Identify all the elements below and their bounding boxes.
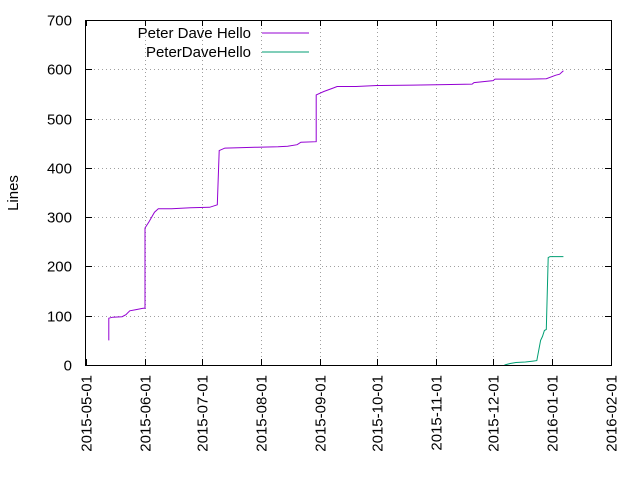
x-tick-label: 2015-11-01 [429, 375, 446, 451]
series-line-1 [108, 70, 564, 341]
x-tick-label: 2015-07-01 [195, 375, 212, 452]
legend: Peter Dave Hello PeterDaveHello [138, 25, 309, 61]
x-tick-label: 2015-08-01 [254, 375, 271, 452]
x-tick-label: 2015-09-01 [313, 375, 330, 452]
y-axis-ticks: 0 100 200 300 400 500 600 700 [47, 13, 611, 375]
x-tick-label: 2015-06-01 [138, 375, 155, 452]
x-tick-label: 2015-12-01 [486, 375, 503, 452]
grid-lines [86, 20, 611, 365]
y-tick-label: 700 [47, 13, 72, 30]
x-tick-label: 2015-05-01 [79, 375, 96, 452]
x-axis-ticks: 2015-05-01 2015-06-01 2015-07-01 2015-08-01… [79, 20, 621, 452]
y-tick-label: 300 [47, 210, 72, 227]
y-tick-label: 100 [47, 309, 72, 326]
series-lines [108, 70, 564, 366]
y-tick-label: 200 [47, 259, 72, 276]
plot-frame [85, 20, 612, 366]
x-tick-label: 2016-02-01 [604, 375, 621, 452]
y-tick-label: 400 [47, 161, 72, 178]
y-tick-label: 0 [64, 358, 72, 375]
x-tick-label: 2015-10-01 [370, 375, 387, 452]
legend-label: PeterDaveHello [146, 44, 251, 61]
series-line-2 [504, 256, 564, 366]
legend-label: Peter Dave Hello [138, 25, 251, 42]
y-tick-label: 600 [47, 62, 72, 79]
x-tick-label: 2016-01-01 [545, 375, 562, 452]
y-tick-label: 500 [47, 112, 72, 129]
y-axis-title: Lines [5, 175, 22, 211]
